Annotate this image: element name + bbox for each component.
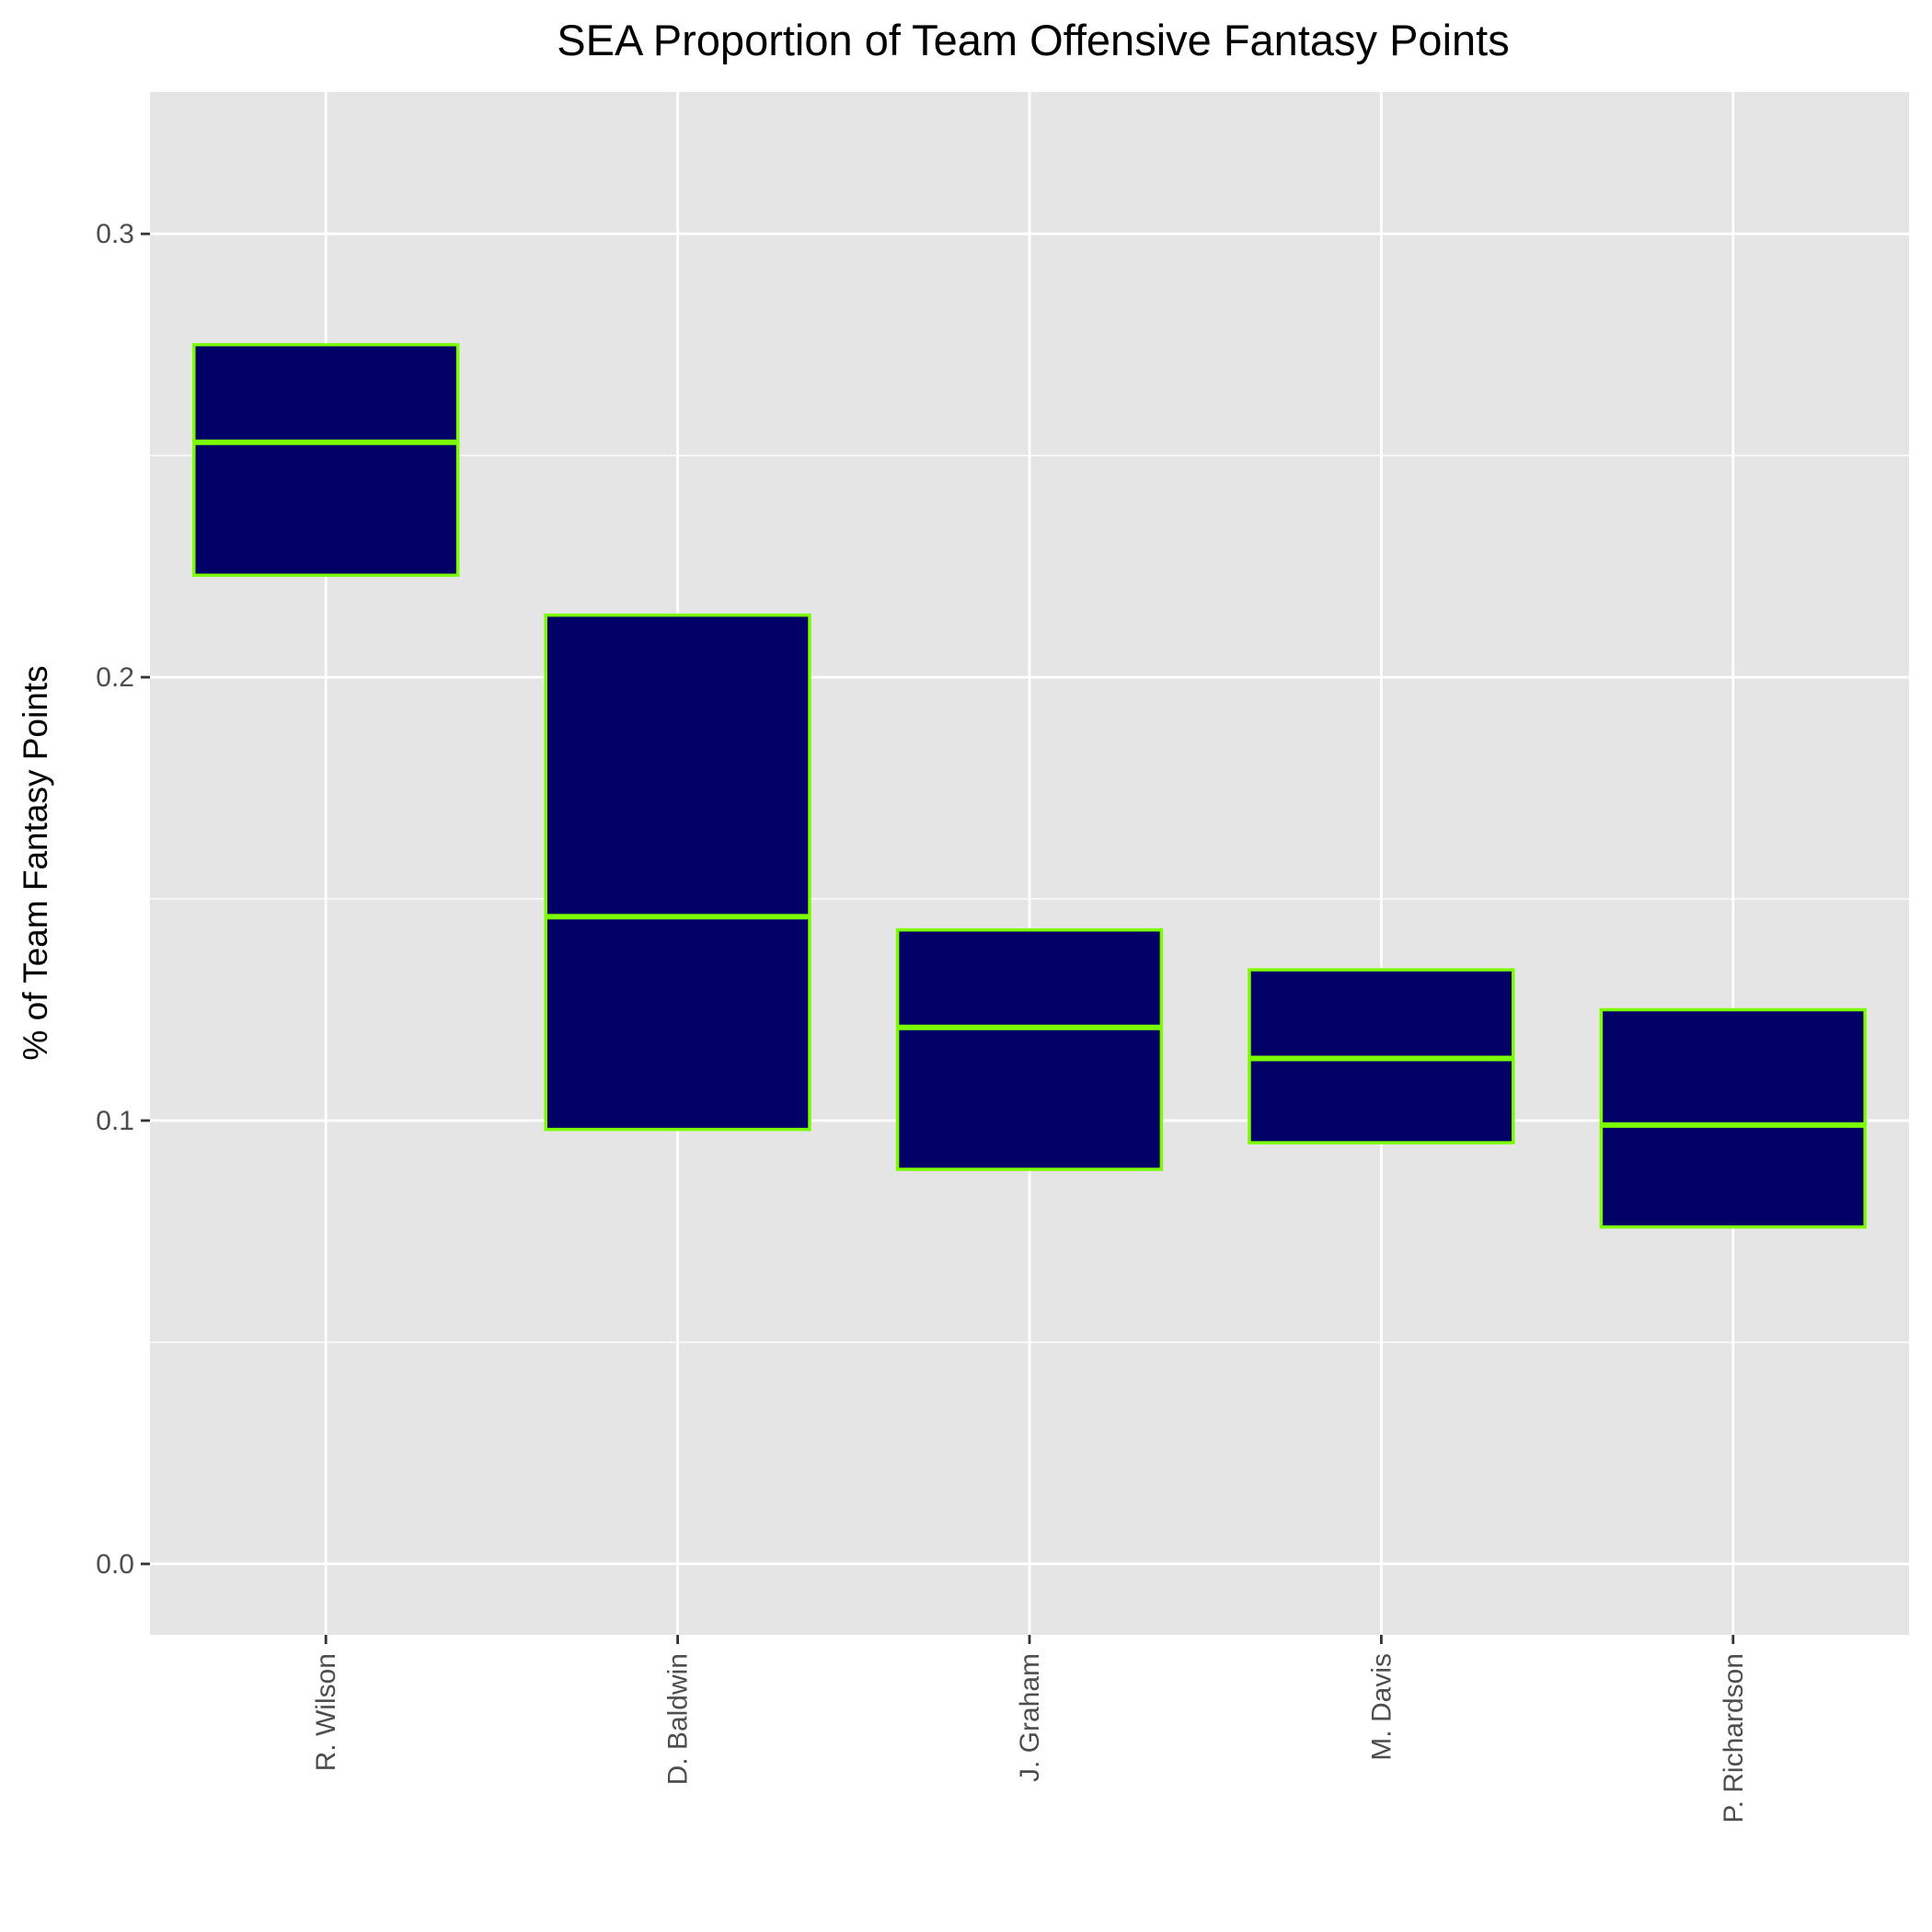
y-axis: 0.0 0.1 0.2 0.3 xyxy=(96,219,150,1580)
y-tick-label: 0.2 xyxy=(96,662,134,693)
box-3 xyxy=(1248,968,1515,1144)
y-tick-label: 0.1 xyxy=(96,1106,134,1136)
box-4 xyxy=(1599,1007,1867,1229)
x-tick-label: R. Wilson xyxy=(311,1653,341,1771)
y-axis-title: % of Team Fantasy Points xyxy=(17,665,54,1060)
y-tick-label: 0.3 xyxy=(96,219,134,249)
x-tick-label: D. Baldwin xyxy=(663,1653,694,1785)
box-2 xyxy=(895,928,1164,1171)
x-tick-label: P. Richardson xyxy=(1719,1653,1749,1823)
box-iqr xyxy=(192,342,460,578)
box-iqr xyxy=(1599,1007,1867,1229)
box-iqr xyxy=(544,613,811,1132)
box-layer xyxy=(192,342,1867,1229)
x-tick-label: J. Graham xyxy=(1015,1653,1045,1782)
chart-title: SEA Proportion of Team Offensive Fantasy… xyxy=(557,16,1509,64)
y-tick-label: 0.0 xyxy=(96,1549,134,1580)
box-0 xyxy=(192,342,460,578)
box-1 xyxy=(544,613,811,1132)
x-tick-label: M. Davis xyxy=(1366,1653,1397,1761)
box-iqr xyxy=(895,928,1164,1171)
x-axis: R. Wilson D. Baldwin J. Graham M. Davis P. R… xyxy=(311,1635,1749,1823)
